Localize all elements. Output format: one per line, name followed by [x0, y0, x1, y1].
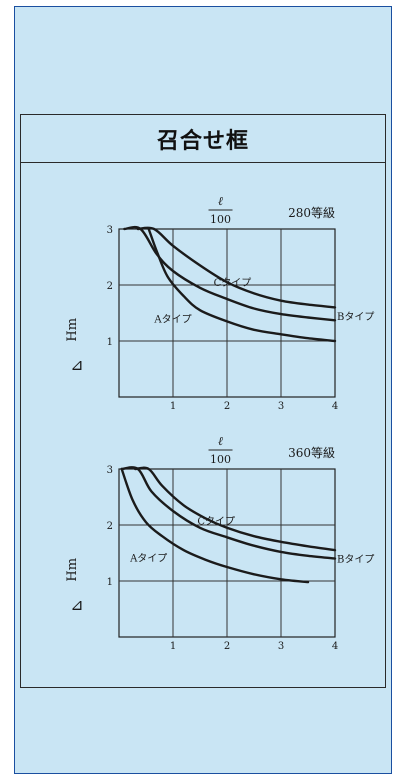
y-axis-label: Hm	[65, 558, 80, 582]
series-line-b	[134, 466, 337, 552]
ratio-denominator: 100	[210, 453, 231, 466]
card-title: 召合せ框	[156, 128, 249, 154]
x-tick-label: 2	[224, 401, 230, 412]
series-line-b	[136, 226, 337, 309]
x-tick-label: 4	[332, 641, 338, 652]
series-line-c	[123, 225, 337, 322]
series-line-a	[120, 467, 310, 584]
y-tick-label: 1	[107, 577, 113, 588]
card-header: 召合せ框	[21, 115, 385, 163]
y-axis-label: Hm	[65, 318, 80, 342]
spec-card: 召合せ框 1234123ℓ100280等級Hm⊿△WmAタイプCタイプBタイプ …	[20, 114, 386, 688]
x-tick-label: 4	[332, 401, 338, 412]
ratio-numerator: ℓ	[218, 434, 223, 448]
series-line-a	[147, 227, 337, 343]
series-label: Bタイプ	[337, 554, 374, 566]
y-axis-prefix: ⊿	[70, 595, 83, 614]
ratio-numerator: ℓ	[218, 194, 223, 208]
x-tick-label: 1	[170, 401, 176, 412]
series-label: Aタイプ	[129, 552, 167, 564]
series-label: Bタイプ	[337, 311, 374, 323]
y-axis-prefix: ⊿	[70, 355, 83, 374]
x-tick-label: 3	[278, 401, 284, 412]
grade-label: 360等級	[288, 446, 335, 460]
y-tick-label: 3	[107, 465, 113, 476]
y-tick-label: 3	[107, 225, 113, 236]
ratio-denominator: 100	[210, 213, 231, 226]
y-tick-label: 2	[107, 521, 113, 532]
x-tick-label: 1	[170, 641, 176, 652]
grade-label: 280等級	[288, 206, 335, 220]
series-line-c	[120, 466, 337, 560]
x-tick-label: 2	[224, 641, 230, 652]
x-tick-label: 3	[278, 641, 284, 652]
y-tick-label: 1	[107, 337, 113, 348]
series-label: Aタイプ	[153, 314, 191, 326]
y-tick-label: 2	[107, 281, 113, 292]
